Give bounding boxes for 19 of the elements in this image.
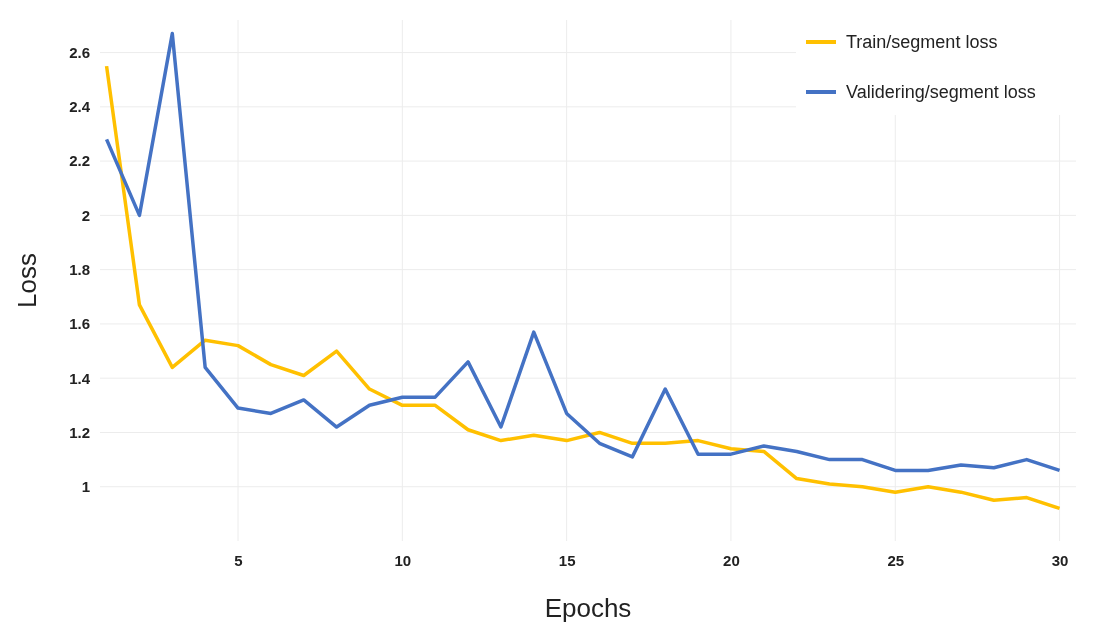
y-tick-label: 2.4 [69, 98, 91, 116]
legend-label: Validering/segment loss [846, 82, 1036, 102]
x-tick-label: 10 [394, 551, 412, 569]
x-tick-label: 20 [723, 551, 740, 569]
y-axis-title: Loss [12, 253, 42, 308]
x-tick-label: 30 [1051, 551, 1069, 569]
y-tick-label: 1.4 [69, 369, 91, 387]
x-tick-label: 15 [558, 551, 576, 569]
x-tick-label: 25 [887, 551, 905, 569]
y-tick-label: 2 [81, 206, 90, 224]
y-tick-label: 1 [81, 478, 90, 496]
y-tick-label: 2.6 [69, 43, 90, 61]
y-tick-label: 1.8 [69, 260, 90, 278]
y-tick-label: 1.2 [69, 423, 90, 441]
y-tick-label: 2.2 [69, 152, 90, 170]
x-axis-title: Epochs [544, 593, 632, 623]
y-tick-label: 1.6 [69, 315, 90, 333]
x-tick-label: 5 [234, 551, 243, 569]
legend-label: Train/segment loss [846, 32, 998, 52]
